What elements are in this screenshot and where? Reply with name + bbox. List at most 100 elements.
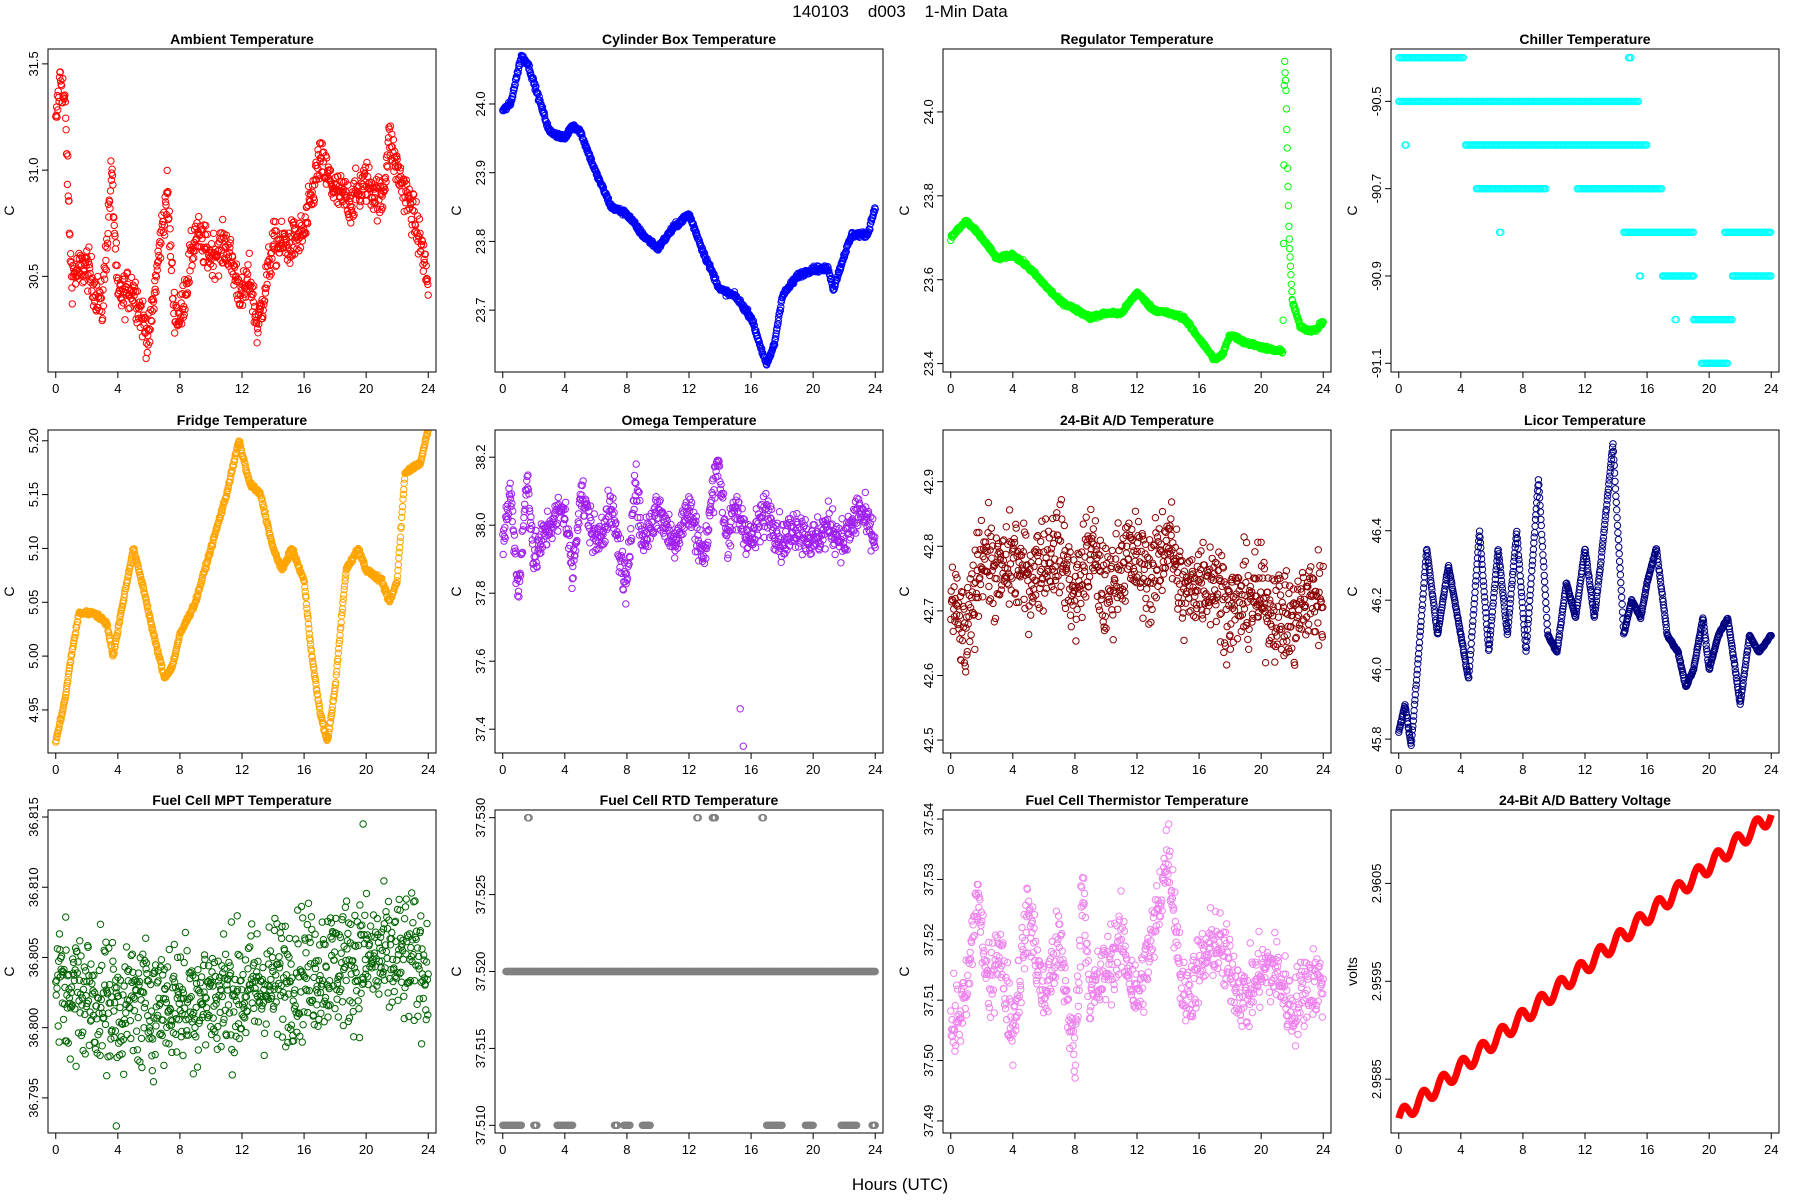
x-tick-label: 8	[176, 381, 183, 396]
data-point	[409, 198, 417, 206]
data-point	[150, 305, 158, 313]
data-point	[525, 490, 533, 498]
data-point	[591, 546, 599, 555]
data-point	[110, 221, 118, 230]
data-point	[749, 317, 758, 325]
data-point	[398, 502, 407, 511]
data-point	[61, 98, 70, 106]
plot-frame	[47, 429, 437, 754]
data-point	[317, 139, 325, 147]
data-point	[630, 471, 639, 480]
data-point	[297, 212, 305, 220]
data-point	[512, 579, 520, 588]
data-point	[325, 728, 333, 736]
data-point	[310, 196, 318, 204]
data-point	[248, 283, 256, 291]
data-point	[113, 261, 121, 270]
data-point	[623, 574, 632, 583]
data-point	[59, 74, 67, 83]
data-point	[97, 277, 105, 285]
data-point	[215, 246, 223, 254]
data-point	[85, 243, 93, 251]
data-point	[583, 499, 591, 508]
data-point	[221, 497, 229, 506]
y-tick-label: 5.00	[26, 643, 41, 668]
data-point	[1767, 272, 1775, 280]
data-point	[1288, 287, 1296, 296]
data-point	[352, 164, 360, 172]
data-point	[712, 274, 720, 282]
x-tick-label: 20	[806, 381, 820, 396]
data-point	[1281, 57, 1289, 66]
data-point	[169, 295, 177, 303]
data-point	[1279, 239, 1288, 248]
data-point	[253, 339, 261, 347]
data-point	[538, 543, 547, 551]
data-point	[61, 693, 70, 702]
data-point	[124, 571, 133, 580]
data-point	[261, 508, 269, 516]
data-point	[206, 550, 214, 559]
data-point	[700, 559, 709, 568]
data-point	[62, 126, 70, 134]
data-point	[148, 307, 157, 315]
data-point	[672, 539, 681, 547]
data-point	[85, 260, 94, 269]
data-point	[523, 472, 531, 481]
data-point	[53, 113, 61, 121]
data-point	[334, 649, 342, 657]
data-point	[284, 556, 292, 564]
data-point	[399, 495, 407, 503]
data-point	[86, 264, 94, 272]
data-point	[86, 278, 95, 286]
data-point	[510, 83, 519, 92]
data-point	[137, 573, 145, 581]
data-point	[1287, 271, 1295, 279]
data-point	[629, 510, 637, 518]
data-point	[334, 655, 342, 663]
data-point	[222, 234, 230, 243]
data-point	[259, 499, 267, 508]
x-tick-label: 20	[359, 381, 373, 396]
data-point	[88, 287, 96, 295]
data-point	[519, 522, 528, 530]
data-point	[168, 258, 176, 267]
data-point	[548, 534, 556, 543]
data-point	[516, 577, 524, 586]
data-point	[1288, 296, 1297, 305]
data-point	[568, 575, 577, 583]
x-tick-label: 20	[359, 762, 373, 777]
data-point	[79, 272, 87, 281]
data-point	[304, 620, 313, 628]
data-point	[635, 488, 643, 496]
data-point	[228, 466, 237, 474]
data-point	[1689, 272, 1698, 280]
plot-frame	[942, 48, 1332, 373]
data-point	[332, 671, 340, 679]
y-axis-label: C	[1, 205, 17, 215]
data-point	[510, 531, 519, 539]
x-tick-label: 16	[1640, 381, 1654, 396]
data-point	[84, 287, 92, 295]
data-point	[109, 181, 117, 189]
data-point	[325, 166, 334, 174]
data-point	[123, 268, 132, 276]
data-point	[421, 440, 429, 449]
data-point	[632, 460, 640, 468]
data-point	[371, 198, 379, 207]
data-point	[393, 576, 401, 585]
data-point	[139, 297, 147, 305]
data-point	[262, 284, 270, 292]
data-point	[118, 602, 127, 610]
data-point	[630, 505, 638, 514]
data-point	[207, 240, 216, 248]
data-point	[562, 498, 570, 506]
x-tick-label: 0	[52, 381, 59, 396]
data-point	[259, 306, 267, 314]
data-point	[702, 554, 710, 563]
data-point	[687, 215, 695, 223]
data-point	[566, 551, 574, 559]
data-point	[64, 669, 73, 678]
data-point	[337, 612, 346, 620]
